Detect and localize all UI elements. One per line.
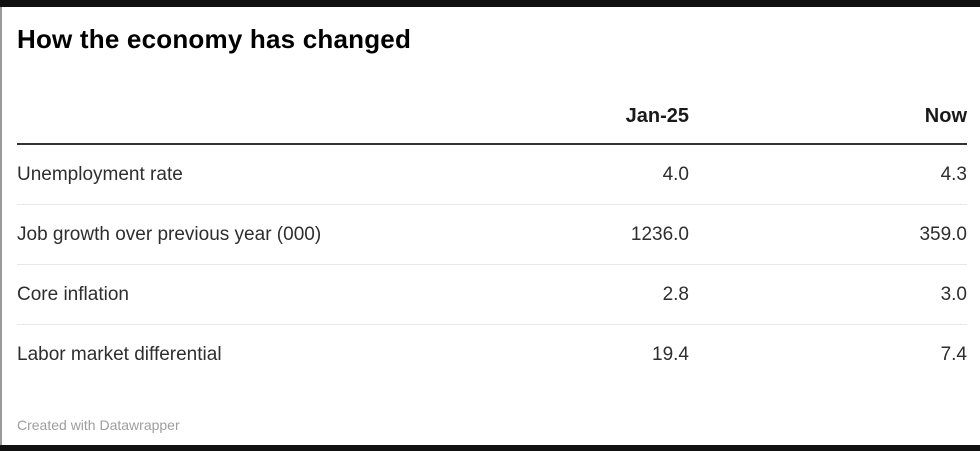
row-label: Job growth over previous year (000) [17, 204, 411, 265]
table-header: Jan-25 Now [17, 104, 967, 145]
table-row: Core inflation 2.8 3.0 [17, 264, 967, 325]
datawrapper-attribution: Created with Datawrapper [17, 417, 180, 433]
bottom-border-bar [0, 445, 980, 451]
row-label: Labor market differential [17, 344, 222, 365]
row-value-jan25: 2.8 [411, 264, 689, 325]
row-value-jan25: 1236.0 [411, 204, 689, 265]
chart-content: How the economy has changed Jan-25 Now U… [0, 7, 980, 445]
row-value-now: 3.0 [689, 264, 967, 325]
row-value-jan25: 4.0 [411, 144, 689, 205]
table-row: Unemployment rate 4.0 4.3 [17, 144, 967, 205]
row-value-now: 7.4 [940, 344, 967, 365]
table-row: Job growth over previous year (000) 1236… [17, 204, 967, 265]
left-edge-line [0, 7, 2, 445]
header-cell-now: Now [689, 104, 967, 145]
row-value-jan25: 19.4 [652, 344, 689, 365]
row-label: Core inflation [17, 264, 411, 325]
chart-title: How the economy has changed [17, 24, 412, 54]
header-cell-jan25: Jan-25 [411, 104, 689, 145]
economy-table: Jan-25 Now Unemployment rate 4.0 4.3 Job… [17, 104, 967, 384]
header-row: Jan-25 Now [17, 104, 967, 145]
row-label: Unemployment rate [17, 144, 411, 205]
header-cell-label [17, 104, 411, 145]
row-value-now: 359.0 [689, 204, 967, 265]
row-value-now: 4.3 [689, 144, 967, 205]
top-border-bar [0, 0, 980, 7]
table-row: Labor market differential 19.4 7.4 [17, 325, 967, 385]
table-body: Unemployment rate 4.0 4.3 Job growth ove… [17, 144, 967, 384]
